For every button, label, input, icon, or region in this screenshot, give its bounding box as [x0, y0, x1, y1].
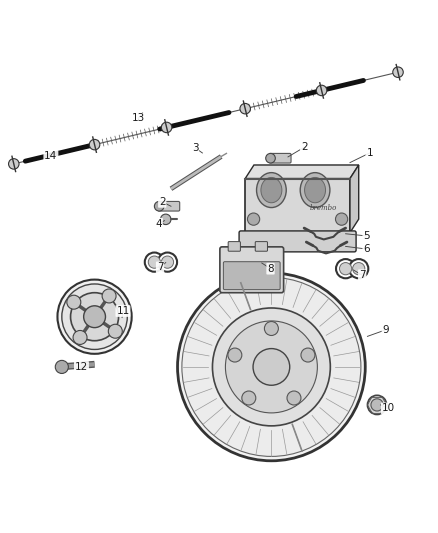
- Polygon shape: [245, 179, 350, 233]
- Circle shape: [353, 263, 365, 275]
- Text: 5: 5: [363, 231, 370, 241]
- Text: 2: 2: [159, 197, 166, 207]
- Circle shape: [102, 289, 116, 303]
- Circle shape: [9, 159, 19, 169]
- Text: brembo: brembo: [310, 204, 337, 212]
- FancyBboxPatch shape: [239, 231, 356, 252]
- Circle shape: [57, 280, 132, 354]
- Circle shape: [177, 273, 365, 461]
- Circle shape: [71, 293, 119, 341]
- Circle shape: [62, 284, 127, 350]
- Circle shape: [154, 201, 164, 211]
- Circle shape: [158, 253, 177, 272]
- Circle shape: [339, 263, 352, 275]
- Text: 3: 3: [192, 143, 198, 153]
- Circle shape: [367, 395, 387, 415]
- Text: 9: 9: [382, 325, 389, 335]
- Polygon shape: [350, 165, 359, 233]
- Circle shape: [371, 399, 383, 411]
- Polygon shape: [245, 165, 359, 179]
- Circle shape: [182, 277, 361, 456]
- Circle shape: [349, 259, 368, 278]
- Circle shape: [393, 67, 403, 77]
- FancyBboxPatch shape: [228, 241, 240, 251]
- FancyBboxPatch shape: [269, 154, 291, 163]
- Text: 4: 4: [155, 219, 162, 229]
- Text: 7: 7: [157, 262, 163, 272]
- Circle shape: [240, 103, 251, 114]
- Circle shape: [148, 256, 160, 268]
- Circle shape: [160, 214, 171, 224]
- Text: 6: 6: [363, 244, 370, 254]
- Circle shape: [253, 349, 290, 385]
- Ellipse shape: [261, 177, 282, 203]
- Circle shape: [242, 391, 256, 405]
- Circle shape: [301, 348, 315, 362]
- Ellipse shape: [304, 177, 325, 203]
- FancyBboxPatch shape: [255, 241, 268, 251]
- Ellipse shape: [300, 173, 330, 207]
- Circle shape: [226, 321, 318, 413]
- Circle shape: [145, 253, 164, 272]
- Circle shape: [336, 259, 355, 278]
- Circle shape: [266, 154, 276, 163]
- Text: 1: 1: [366, 148, 373, 158]
- Circle shape: [89, 140, 100, 150]
- Text: 13: 13: [131, 114, 145, 124]
- Circle shape: [212, 308, 330, 426]
- Circle shape: [265, 321, 279, 335]
- Circle shape: [161, 256, 173, 268]
- Text: 10: 10: [382, 403, 395, 414]
- Circle shape: [73, 330, 87, 344]
- Circle shape: [84, 306, 106, 328]
- Circle shape: [228, 348, 242, 362]
- Circle shape: [161, 122, 172, 133]
- Text: 7: 7: [359, 270, 366, 280]
- Circle shape: [336, 213, 348, 225]
- Circle shape: [67, 295, 81, 309]
- Circle shape: [55, 360, 68, 374]
- Circle shape: [316, 85, 327, 96]
- FancyBboxPatch shape: [158, 201, 180, 211]
- Text: 11: 11: [117, 306, 130, 316]
- FancyBboxPatch shape: [223, 262, 280, 289]
- Ellipse shape: [257, 173, 286, 207]
- Circle shape: [108, 324, 122, 338]
- Circle shape: [247, 213, 260, 225]
- Text: 12: 12: [75, 362, 88, 372]
- Text: 14: 14: [44, 151, 57, 161]
- Circle shape: [287, 391, 301, 405]
- Text: 2: 2: [301, 142, 307, 152]
- FancyBboxPatch shape: [220, 247, 284, 293]
- Text: 8: 8: [267, 264, 274, 273]
